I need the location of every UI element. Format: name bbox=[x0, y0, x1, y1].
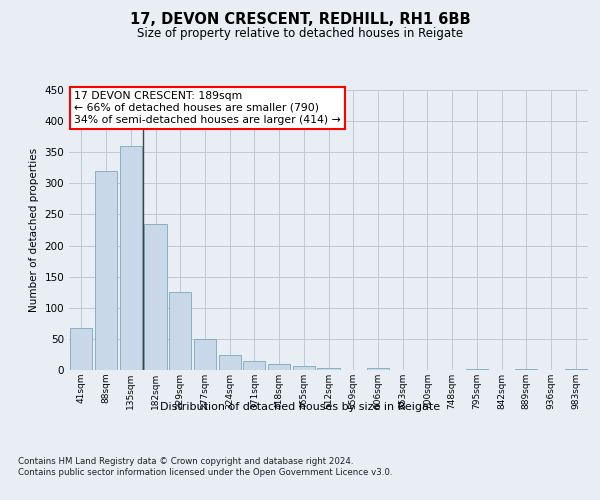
Bar bbox=[119, 146, 142, 370]
Bar bbox=[145, 224, 167, 370]
Bar bbox=[515, 369, 538, 370]
Bar bbox=[70, 328, 92, 370]
Bar bbox=[218, 355, 241, 370]
Y-axis label: Number of detached properties: Number of detached properties bbox=[29, 148, 39, 312]
Text: Size of property relative to detached houses in Reigate: Size of property relative to detached ho… bbox=[137, 28, 463, 40]
Text: Distribution of detached houses by size in Reigate: Distribution of detached houses by size … bbox=[160, 402, 440, 412]
Text: 17, DEVON CRESCENT, REDHILL, RH1 6BB: 17, DEVON CRESCENT, REDHILL, RH1 6BB bbox=[130, 12, 470, 28]
Text: 17 DEVON CRESCENT: 189sqm
← 66% of detached houses are smaller (790)
34% of semi: 17 DEVON CRESCENT: 189sqm ← 66% of detac… bbox=[74, 92, 341, 124]
Bar bbox=[194, 339, 216, 370]
Bar bbox=[243, 360, 265, 370]
Bar bbox=[293, 366, 315, 370]
Bar bbox=[466, 369, 488, 370]
Text: Contains HM Land Registry data © Crown copyright and database right 2024.
Contai: Contains HM Land Registry data © Crown c… bbox=[18, 458, 392, 477]
Bar bbox=[169, 292, 191, 370]
Bar bbox=[565, 369, 587, 370]
Bar bbox=[95, 171, 117, 370]
Bar bbox=[317, 368, 340, 370]
Bar bbox=[367, 368, 389, 370]
Bar bbox=[268, 364, 290, 370]
